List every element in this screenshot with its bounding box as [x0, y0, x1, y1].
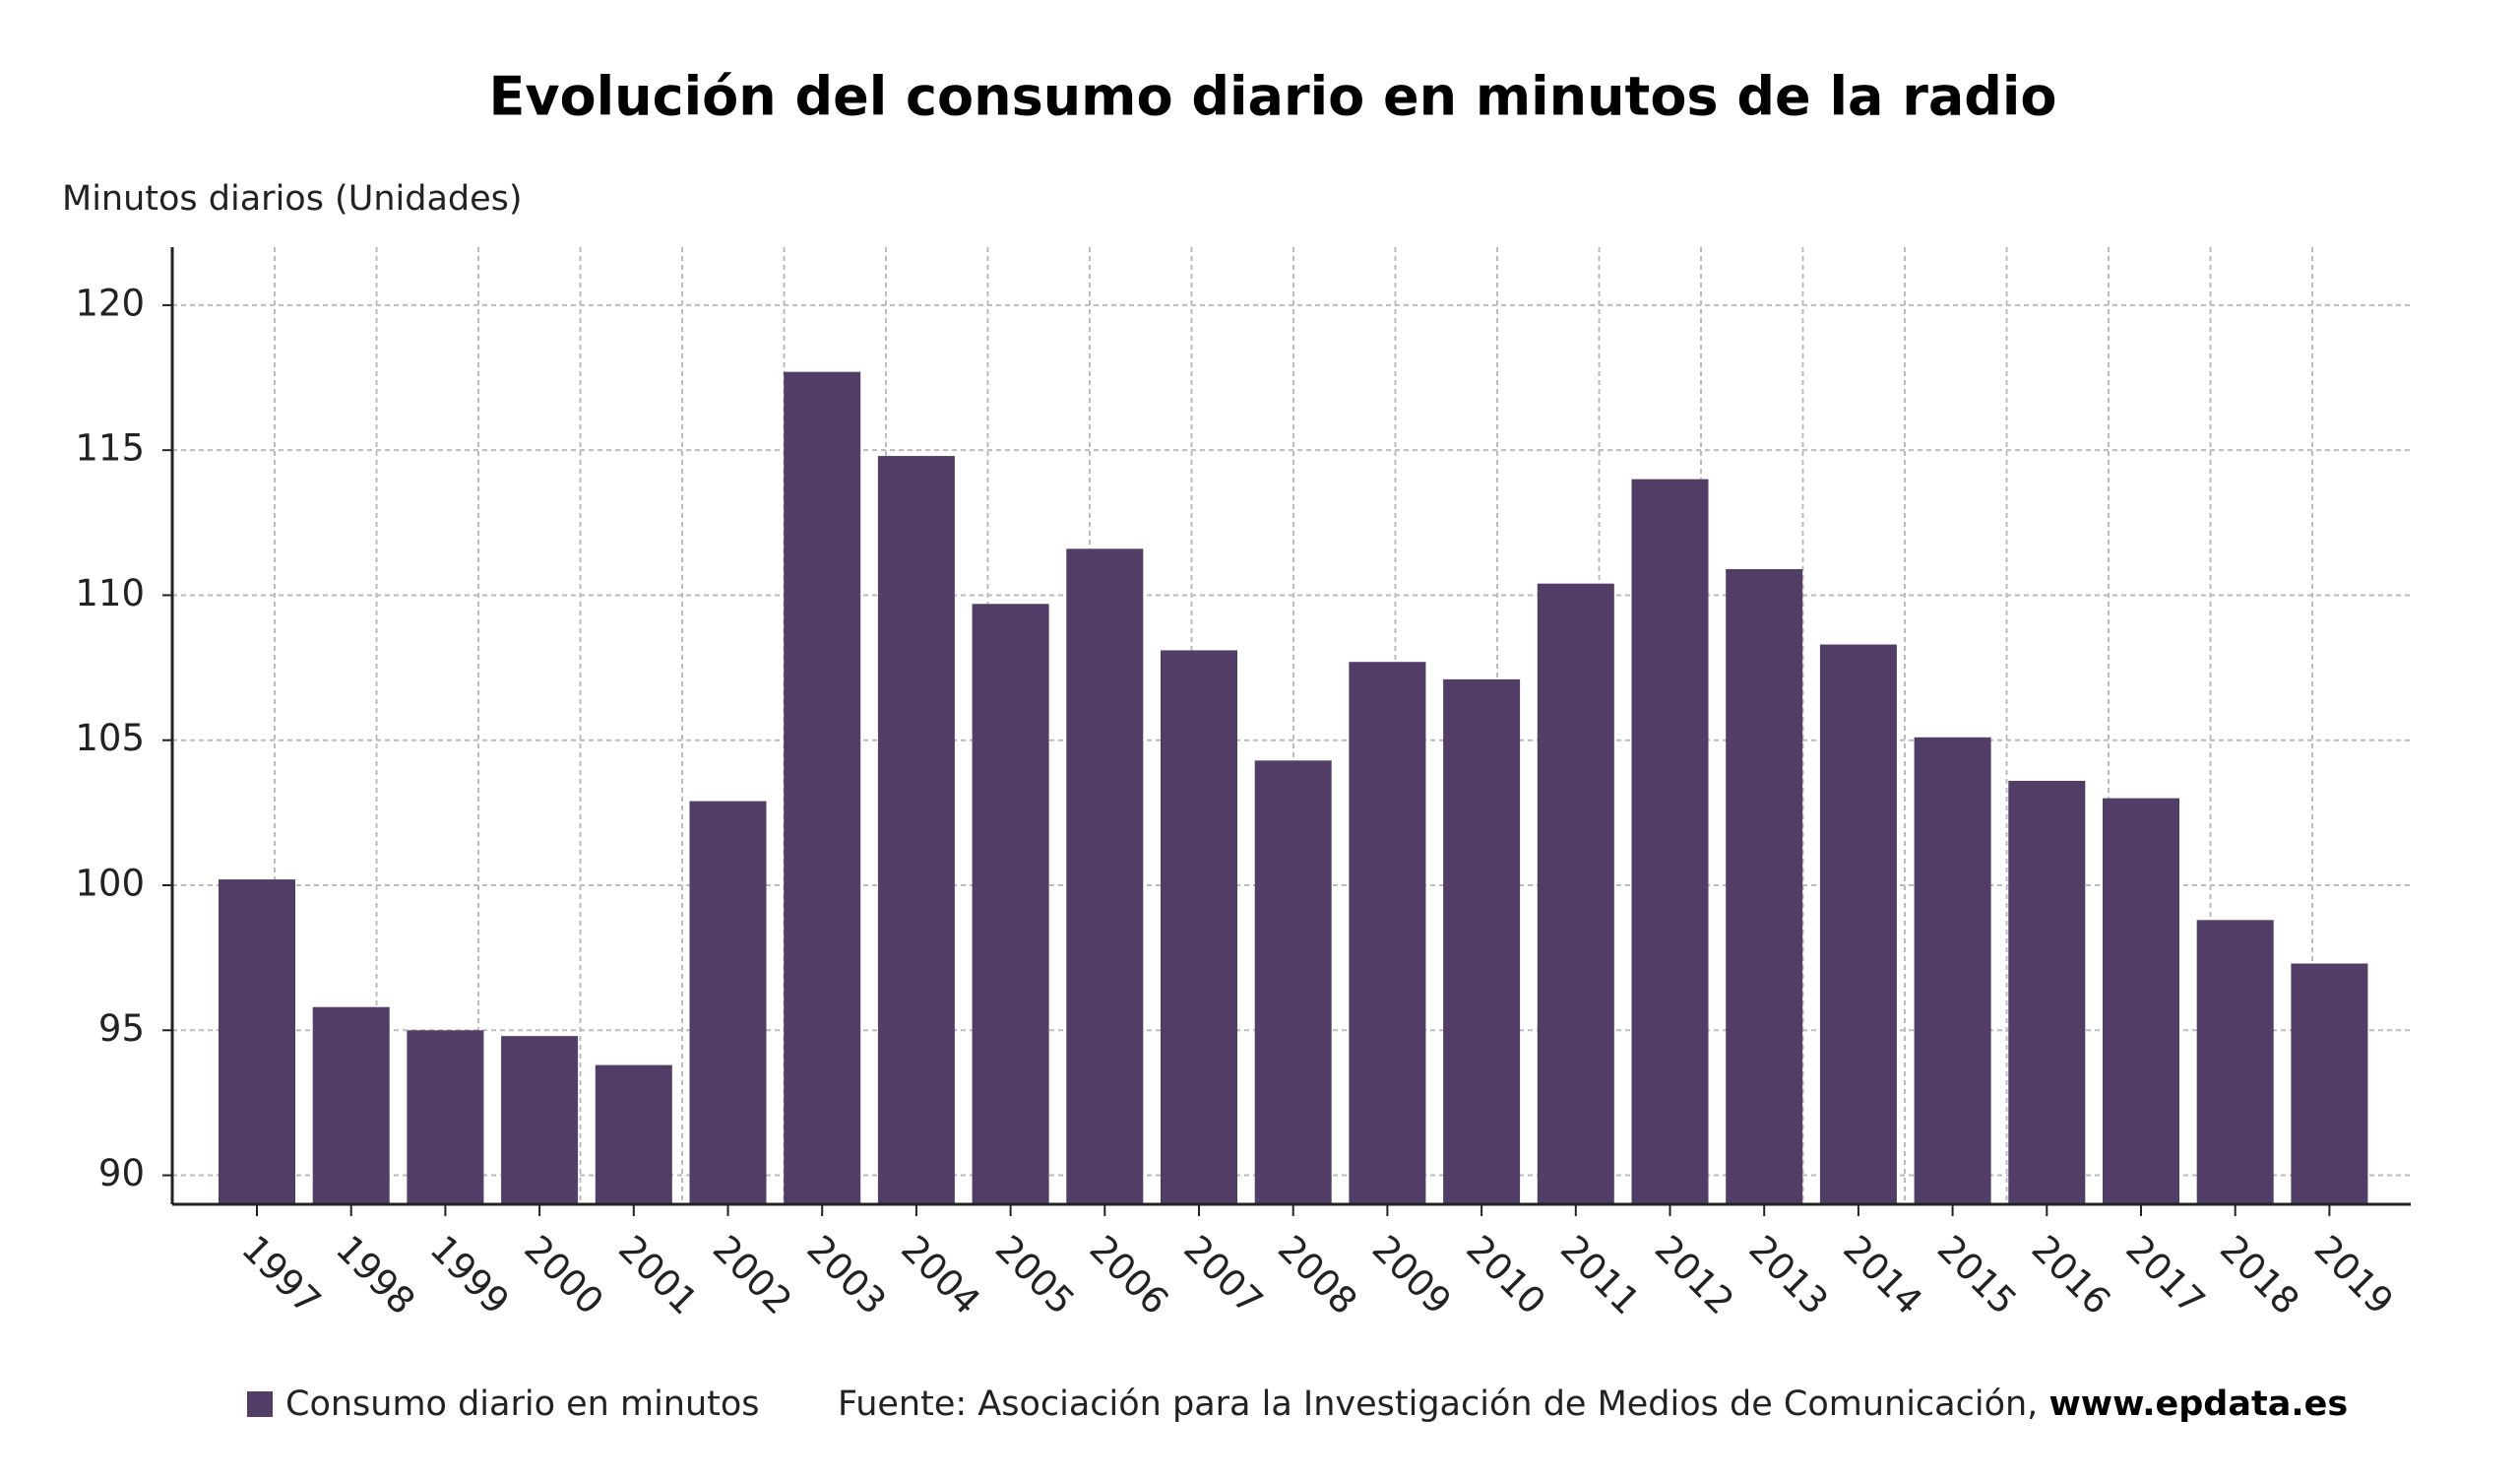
bar — [784, 371, 861, 1204]
source-text: Fuente: Asociación para la Investigación… — [838, 1384, 2038, 1424]
bar — [2196, 920, 2274, 1204]
y-axis-label: Minutos diarios (Unidades) — [62, 179, 523, 219]
bar — [2008, 780, 2086, 1204]
bar — [219, 879, 295, 1204]
bar — [1631, 479, 1709, 1204]
bar — [1066, 548, 1144, 1204]
y-tick-label: 110 — [75, 572, 145, 614]
bar — [1537, 583, 1614, 1204]
bar — [2103, 798, 2179, 1204]
bar — [972, 604, 1049, 1204]
y-tick-label: 95 — [98, 1007, 145, 1050]
y-tick-label: 105 — [75, 717, 145, 759]
bar — [1254, 760, 1332, 1204]
bar — [1443, 678, 1521, 1204]
bar — [689, 801, 767, 1204]
legend-swatch — [247, 1391, 273, 1417]
legend-label: Consumo diario en minutos — [285, 1384, 760, 1424]
y-tick-label: 120 — [75, 282, 145, 324]
y-tick-label: 100 — [75, 863, 145, 905]
bar — [1161, 650, 1237, 1204]
bar — [1726, 568, 1803, 1204]
source-link: www.epdata.es — [2048, 1384, 2348, 1424]
bar — [1819, 644, 1897, 1204]
y-tick-label: 90 — [98, 1152, 145, 1194]
bars — [219, 371, 2368, 1204]
bar — [312, 1006, 390, 1204]
bar — [1914, 737, 1991, 1204]
bar — [2291, 963, 2368, 1204]
source: Fuente: Asociación para la Investigación… — [838, 1384, 2348, 1424]
bar — [407, 1030, 484, 1204]
bar — [595, 1064, 672, 1204]
bar — [501, 1036, 579, 1204]
y-tick-label: 115 — [75, 427, 145, 470]
bar — [1349, 662, 1426, 1204]
bar — [877, 456, 955, 1204]
chart-title: Evolución del consumo diario en minutos … — [488, 66, 2056, 128]
